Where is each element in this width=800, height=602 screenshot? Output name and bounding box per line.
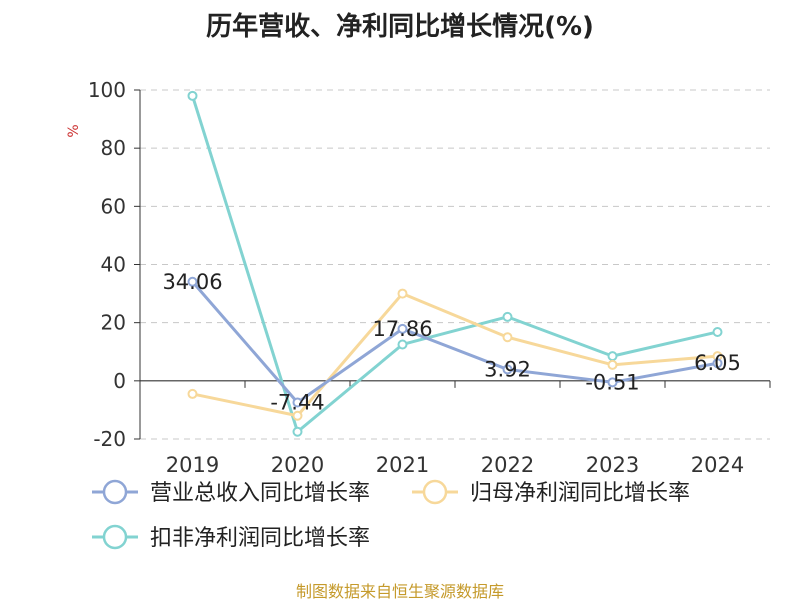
y-tick-label: -20 xyxy=(93,427,126,451)
y-axis-label: % xyxy=(66,124,82,137)
series-line xyxy=(191,280,718,404)
x-tick-label: 2019 xyxy=(166,453,219,477)
data-point xyxy=(292,397,303,408)
data-point xyxy=(397,323,408,334)
data-label: 17.86 xyxy=(372,317,432,341)
y-tick-label: 0 xyxy=(113,369,126,393)
data-point xyxy=(712,358,723,369)
series-layer xyxy=(187,90,723,437)
x-tick-label: 2024 xyxy=(691,453,744,477)
series-line xyxy=(191,95,718,434)
data-point xyxy=(187,276,198,287)
legend-label: 扣非净利润同比增长率 xyxy=(150,526,370,551)
x-tick-label: 2022 xyxy=(481,453,534,477)
data-point xyxy=(292,426,303,437)
data-point xyxy=(502,311,513,322)
y-tick-label: 40 xyxy=(101,253,126,277)
data-point xyxy=(397,288,408,299)
data-label: 6.05 xyxy=(694,351,741,375)
data-point xyxy=(292,410,303,421)
chart-title: 历年营收、净利同比增长情况(%) xyxy=(206,12,594,42)
data-point xyxy=(607,351,618,362)
data-point xyxy=(502,364,513,375)
legend-label: 归母净利润同比增长率 xyxy=(470,481,690,506)
data-point xyxy=(712,326,723,337)
data-point xyxy=(397,339,408,350)
series-line xyxy=(192,292,718,418)
legend-circle-icon xyxy=(102,479,128,505)
data-point xyxy=(502,332,513,343)
data-point xyxy=(187,388,198,399)
x-tick-label: 2021 xyxy=(376,453,429,477)
legend-circle-icon xyxy=(102,524,128,550)
legend-item[interactable]: 扣非净利润同比增长率 xyxy=(92,524,370,551)
legend-item[interactable]: 营业总收入同比增长率 xyxy=(92,479,370,506)
x-tick-label: 2020 xyxy=(271,453,324,477)
y-tick-label: 80 xyxy=(101,136,126,160)
data-label: -0.51 xyxy=(585,370,639,394)
source-note: 制图数据来自恒生聚源数据库 xyxy=(295,582,504,601)
x-tick-label: 2023 xyxy=(586,453,639,477)
y-tick-label: 100 xyxy=(88,78,126,102)
y-tick-label: 20 xyxy=(101,311,126,335)
data-point xyxy=(607,359,618,370)
data-label: -7.44 xyxy=(270,390,324,414)
legend-label: 营业总收入同比增长率 xyxy=(150,481,370,506)
data-point xyxy=(607,377,618,388)
data-label: 34.06 xyxy=(162,270,222,294)
y-tick-label: 60 xyxy=(101,194,126,218)
data-labels: 34.06 -7.44 17.86 3.92 -0.51 6.05 xyxy=(162,270,740,415)
data-point xyxy=(187,90,198,101)
data-label: 3.92 xyxy=(484,357,531,381)
legend-circle-icon xyxy=(422,479,448,505)
axes: -20 0 20 40 60 80 100 2019 2020 2021 2022 2023 2024% xyxy=(66,78,771,477)
legend-item[interactable]: 归母净利润同比增长率 xyxy=(412,479,690,506)
